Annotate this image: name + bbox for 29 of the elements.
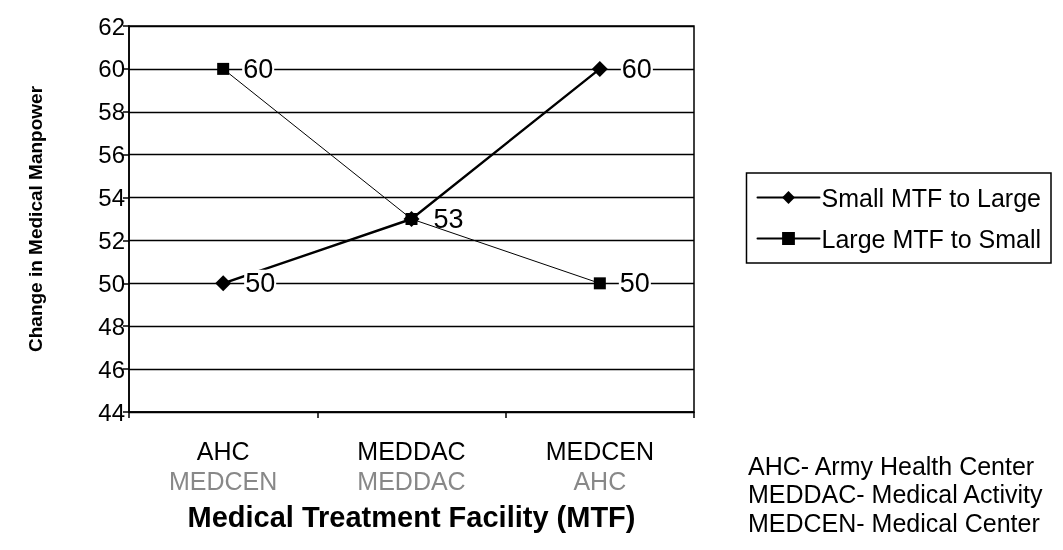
data-label: 60 <box>621 53 652 84</box>
y-tick-label: 52 <box>98 226 125 254</box>
y-tick-label: 46 <box>98 355 125 383</box>
text: AHC- Army Health Center <box>748 451 1035 480</box>
x-tick-label: AHC MEDCEN <box>168 437 278 495</box>
data-label: 50 <box>245 268 276 299</box>
y-tick-label: 48 <box>98 312 125 340</box>
y-tick-label: 50 <box>98 269 125 297</box>
point <box>591 60 608 77</box>
x-tick-label: MEDDAC MEDDAC <box>357 437 466 495</box>
legend-label: Large MTF to Small <box>821 224 1042 253</box>
text: MEDCEN- Medical Center <box>748 508 1040 537</box>
point <box>215 275 232 292</box>
legend-label: Small MTF to Large <box>821 183 1042 212</box>
point <box>217 62 230 75</box>
y-tick-label: 60 <box>98 55 125 83</box>
x-tick-label: MEDCEN AHC <box>545 437 655 495</box>
point <box>593 277 606 290</box>
data-label: 50 <box>619 268 650 299</box>
x-axis-title: Medical Treatment Facility (MTF) <box>187 500 636 533</box>
y-tick-label: 56 <box>98 141 125 169</box>
data-label: 60 <box>243 53 274 84</box>
y-tick-label: 54 <box>98 184 125 212</box>
data-label: 53 <box>433 204 464 234</box>
y-tick-label: 44 <box>98 398 125 426</box>
y-tick-label: 58 <box>98 98 125 126</box>
text: MEDDAC- Medical Activity <box>748 480 1043 508</box>
y-tick-label: 62 <box>98 12 125 40</box>
y-axis-title: Change in Medical Manpower <box>25 85 46 353</box>
